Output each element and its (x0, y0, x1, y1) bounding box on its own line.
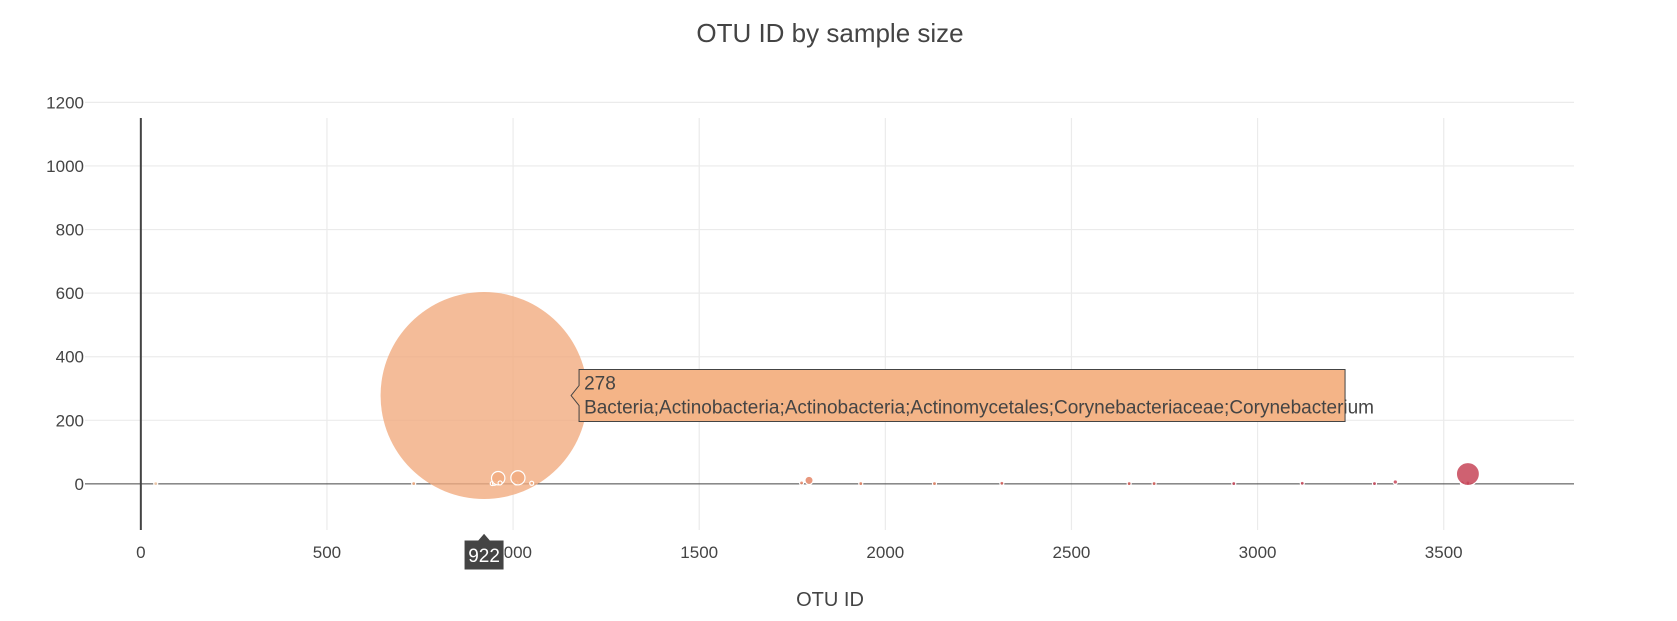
y-tick-label: 200 (56, 411, 84, 430)
x-tick-label: 3000 (1239, 543, 1277, 562)
bubble-point (931, 480, 938, 487)
bubble-point (529, 480, 535, 486)
bubble-point (1392, 479, 1399, 485)
x-hover-box (463, 532, 505, 571)
bubble-point (1231, 480, 1237, 487)
bubble-point (858, 480, 864, 487)
x-tick-label: 1500 (680, 543, 718, 562)
bubble-series (153, 292, 1481, 499)
chart-title: OTU ID by sample size (696, 18, 963, 48)
y-tick-label: 800 (56, 221, 84, 240)
x-hover-value: 922 (468, 546, 500, 567)
y-tick-label: 1000 (46, 157, 84, 176)
bubble-point (798, 480, 805, 486)
y-tick-label: 0 (75, 475, 84, 494)
x-tick-label: 3500 (1425, 543, 1463, 562)
x-tick-label: 500 (313, 543, 341, 562)
y-tick-labels: 0 200 400 600 800 1000 1200 (46, 93, 84, 494)
bubble-point (1455, 461, 1481, 487)
bubble-point (1151, 480, 1157, 487)
x-tick-label: 2500 (1053, 543, 1091, 562)
y-tick-label: 1200 (46, 93, 84, 112)
hover-box (570, 369, 1346, 423)
bubble-point (510, 470, 526, 486)
x-tick-label: 0 (136, 543, 145, 562)
x-axis-title: OTU ID (796, 589, 864, 611)
bubble-point (153, 480, 159, 487)
x-tick-labels: 0 500 1000 1500 2000 2500 3000 3500 (136, 543, 1463, 562)
y-tick-label: 400 (56, 348, 84, 367)
x-tick-label: 2000 (866, 543, 904, 562)
bubble-point (411, 480, 417, 487)
bubble-point (380, 292, 588, 499)
hover-tooltip: 278 Bacteria;Actinobacteria;Actinobacteri… (463, 369, 1374, 571)
bubble-point (1371, 480, 1378, 487)
hover-value: 278 (584, 374, 616, 395)
grid-lines (85, 101, 1574, 530)
bubble-point (1299, 480, 1305, 486)
bubble-point (1126, 480, 1132, 487)
y-tick-label: 600 (56, 284, 84, 303)
zero-lines (85, 118, 1574, 530)
hover-label: Bacteria;Actinobacteria;Actinobacteria;A… (584, 398, 1374, 419)
bubble-point (804, 475, 814, 486)
bubble-point (497, 480, 503, 486)
bubble-point (999, 480, 1005, 486)
